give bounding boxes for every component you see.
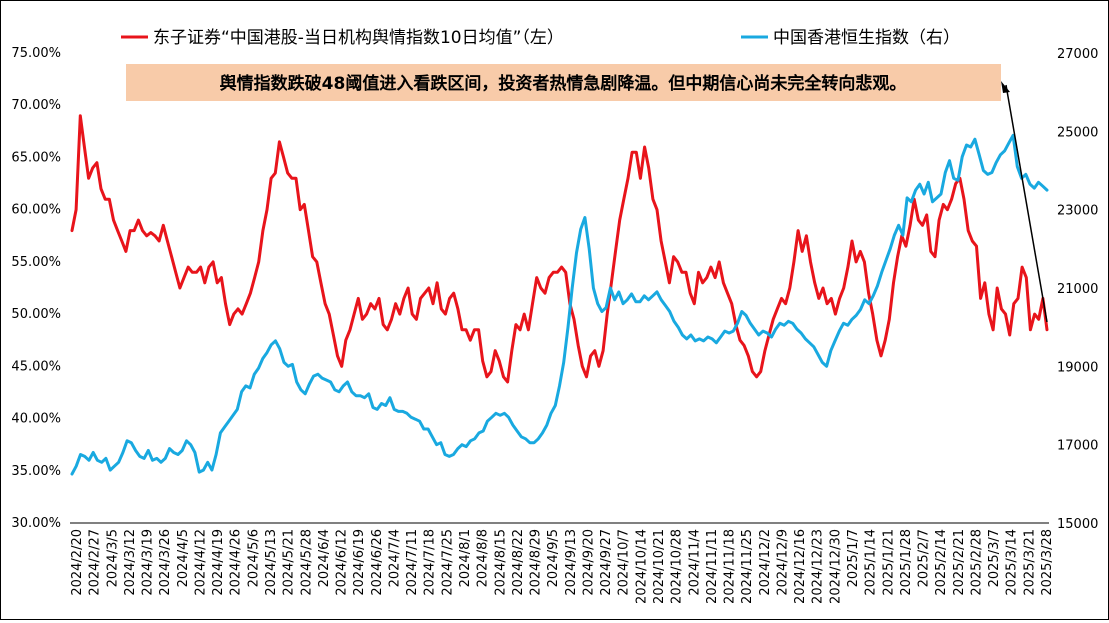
x-tick-label: 2024/3/12 bbox=[123, 529, 138, 596]
y-axis-left: 30.00% 35.00% 40.00% 45.00% 50.00% 55.00% 60.0… bbox=[11, 46, 61, 531]
y-left-tick-label: 55.00% bbox=[11, 255, 61, 270]
x-tick-label: 2024/4/26 bbox=[229, 529, 244, 596]
y-left-tick-label: 30.00% bbox=[11, 516, 61, 531]
y-left-tick-label: 50.00% bbox=[11, 307, 61, 322]
y-left-tick-label: 35.00% bbox=[11, 464, 61, 479]
x-tick-label: 2024/8/29 bbox=[529, 529, 544, 596]
annotation-background bbox=[126, 64, 1001, 101]
x-tick-label: 2024/10/28 bbox=[670, 529, 685, 604]
x-tick-label: 2024/11/18 bbox=[723, 529, 738, 604]
x-tick-label: 2024/12/16 bbox=[793, 529, 808, 604]
x-tick-label: 2024/12/23 bbox=[811, 529, 826, 604]
x-tick-label: 2025/2/28 bbox=[969, 529, 984, 596]
x-tick-label: 2024/3/19 bbox=[141, 529, 156, 596]
y-left-tick-label: 45.00% bbox=[11, 359, 61, 374]
y-right-tick-label: 23000 bbox=[1057, 204, 1098, 219]
x-tick-label: 2024/9/5 bbox=[546, 529, 561, 587]
x-tick-label: 2025/2/21 bbox=[952, 529, 967, 596]
annotation-text: 舆情指数跌破48阈值进入看跌区间，投资者热情急剧降温。但中期信心尚未完全转向悲观… bbox=[220, 73, 907, 94]
series-line-sentiment-index bbox=[70, 114, 1049, 384]
x-tick-label: 2024/2/20 bbox=[70, 529, 85, 596]
x-tick-label: 2024/3/26 bbox=[158, 529, 173, 596]
y-left-tick-label: 70.00% bbox=[11, 98, 61, 113]
y-right-tick-label: 25000 bbox=[1057, 125, 1098, 140]
x-tick-label: 2024/5/28 bbox=[299, 529, 314, 596]
x-tick-label: 2024/5/13 bbox=[264, 529, 279, 596]
x-tick-label: 2024/11/25 bbox=[740, 529, 755, 604]
x-tick-label: 2024/7/18 bbox=[423, 529, 438, 596]
x-tick-label: 2025/3/7 bbox=[987, 529, 1002, 587]
annotation-arrow bbox=[1001, 81, 1048, 323]
x-tick-label: 2024/7/4 bbox=[387, 529, 402, 587]
x-tick-label: 2025/3/21 bbox=[1022, 529, 1037, 596]
legend-label-hsi: 中国香港恒生指数（右） bbox=[773, 28, 960, 48]
x-tick-label: 2024/8/22 bbox=[511, 529, 526, 596]
x-tick-label: 2024/6/26 bbox=[370, 529, 385, 596]
x-tick-label: 2025/1/28 bbox=[899, 529, 914, 596]
annotation-arrow-head bbox=[1001, 81, 1010, 93]
x-tick-label: 2024/9/13 bbox=[564, 529, 579, 596]
series-layer bbox=[70, 114, 1049, 476]
x-tick-label: 2024/9/20 bbox=[581, 529, 596, 596]
series-line-hang-seng-index bbox=[70, 133, 1049, 476]
y-left-tick-label: 40.00% bbox=[11, 412, 61, 427]
x-tick-label: 2024/11/11 bbox=[705, 529, 720, 604]
annotation-arrow-line bbox=[1005, 84, 1048, 323]
x-tick-label: 2024/7/25 bbox=[440, 529, 455, 596]
x-tick-label: 2024/4/12 bbox=[193, 529, 208, 596]
y-right-tick-label: 17000 bbox=[1057, 439, 1098, 454]
y-axis-right: 15000 17000 19000 21000 23000 25000 27000 bbox=[1057, 47, 1098, 532]
x-tick-label: 2024/6/12 bbox=[335, 529, 350, 596]
x-tick-label: 2024/12/2 bbox=[758, 529, 773, 596]
x-tick-label: 2024/4/19 bbox=[211, 529, 226, 596]
x-tick-label: 2025/2/14 bbox=[934, 529, 949, 596]
x-tick-label: 2025/2/7 bbox=[917, 529, 932, 587]
y-left-tick-label: 65.00% bbox=[11, 150, 61, 165]
y-right-tick-label: 19000 bbox=[1057, 360, 1098, 375]
x-tick-label: 2024/10/7 bbox=[617, 529, 632, 596]
x-tick-label: 2024/10/14 bbox=[634, 529, 649, 604]
x-tick-label: 2024/12/30 bbox=[828, 529, 843, 604]
x-axis: 2024/2/20 2024/2/27 2024/3/5 2024/3/12 2024/… bbox=[70, 529, 1055, 604]
x-tick-label: 2024/12/9 bbox=[775, 529, 790, 596]
annotation-box: 舆情指数跌破48阈值进入看跌区间，投资者热情急剧降温。但中期信心尚未完全转向悲观… bbox=[126, 64, 1001, 101]
x-tick-label: 2024/8/1 bbox=[458, 529, 473, 587]
x-tick-label: 2025/1/21 bbox=[881, 529, 896, 596]
x-tick-label: 2024/5/21 bbox=[282, 529, 297, 596]
x-tick-label: 2025/3/28 bbox=[1040, 529, 1055, 596]
x-tick-label: 2024/11/4 bbox=[687, 529, 702, 596]
x-tick-label: 2025/1/7 bbox=[846, 529, 861, 587]
y-left-tick-label: 75.00% bbox=[11, 46, 61, 61]
x-tick-label: 2024/8/8 bbox=[476, 529, 491, 587]
x-tick-label: 2024/6/4 bbox=[317, 529, 332, 587]
x-tick-label: 2024/10/21 bbox=[652, 529, 667, 604]
x-tick-label: 2024/3/5 bbox=[105, 529, 120, 587]
x-tick-label: 2024/5/6 bbox=[246, 529, 261, 587]
legend-label-sentiment: 东子证券“中国港股-当日机构舆情指数10日均值”（左） bbox=[153, 28, 564, 48]
y-left-tick-label: 60.00% bbox=[11, 203, 61, 218]
x-tick-label: 2024/4/5 bbox=[176, 529, 191, 587]
x-tick-label: 2024/2/27 bbox=[88, 529, 103, 596]
x-tick-label: 2024/8/15 bbox=[493, 529, 508, 596]
legend: 东子证券“中国港股-当日机构舆情指数10日均值”（左） 中国香港恒生指数（右） bbox=[121, 28, 960, 48]
x-tick-label: 2024/6/19 bbox=[352, 529, 367, 596]
y-right-tick-label: 21000 bbox=[1057, 282, 1098, 297]
x-tick-label: 2025/1/14 bbox=[864, 529, 879, 596]
y-right-tick-label: 15000 bbox=[1057, 517, 1098, 532]
x-tick-label: 2024/7/11 bbox=[405, 529, 420, 596]
x-tick-label: 2024/9/27 bbox=[599, 529, 614, 596]
y-right-tick-label: 27000 bbox=[1057, 47, 1098, 62]
x-tick-label: 2025/3/14 bbox=[1005, 529, 1020, 596]
